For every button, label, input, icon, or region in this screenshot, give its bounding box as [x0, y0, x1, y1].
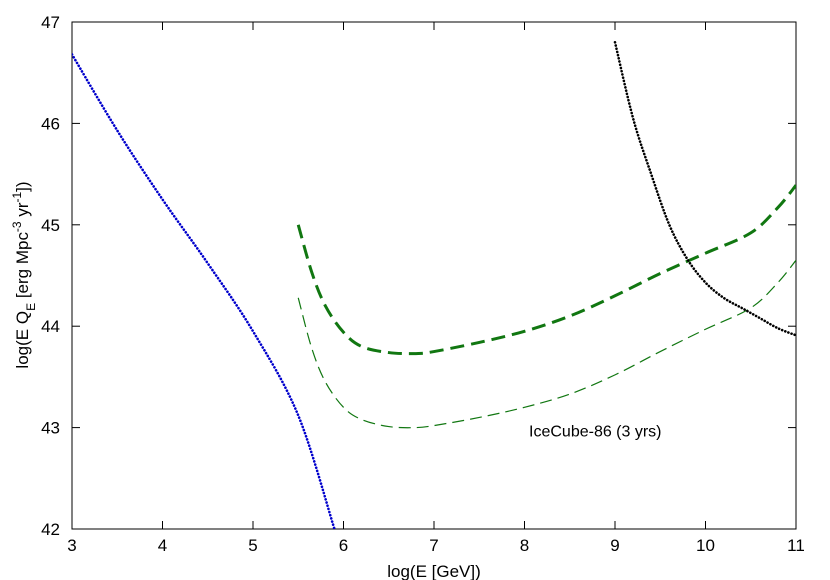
y-label-pre: log(E Q	[13, 311, 32, 369]
x-tick-label: 6	[339, 536, 348, 555]
series-line-3	[297, 259, 796, 429]
x-tick-label: 3	[67, 536, 76, 555]
x-tick-label: 5	[248, 536, 257, 555]
x-tick-label: 11	[787, 536, 805, 555]
y-label-sup1: -3	[10, 221, 24, 232]
y-tick-label: 43	[41, 419, 60, 438]
series-line-2	[296, 184, 796, 356]
annotation-icecube: IceCube-86 (3 yrs)	[529, 424, 662, 441]
y-label-mid1: [erg Mpc	[13, 232, 32, 303]
series-layer	[72, 40, 796, 529]
y-label-post: ])	[13, 181, 32, 191]
y-label-mid2: yr	[13, 202, 32, 221]
y-axis-label: log(E QE [erg Mpc-3 yr-1])	[10, 181, 38, 368]
y-tick-label: 42	[41, 520, 60, 539]
y-tick-label: 45	[41, 216, 60, 235]
x-tick-label: 4	[158, 536, 167, 555]
y-label-sup2: -1	[10, 191, 24, 202]
y-tick-label: 47	[41, 13, 60, 32]
plot-frame	[71, 21, 797, 530]
series-line-4	[613, 40, 796, 337]
x-tick-label: 7	[429, 536, 438, 555]
x-tick-label: 9	[610, 536, 619, 555]
y-label-sub: E	[24, 303, 38, 311]
x-tick-label: 8	[520, 536, 529, 555]
y-tick-label: 46	[41, 114, 60, 133]
series-line-1	[72, 53, 336, 529]
x-tick-label: 10	[696, 536, 715, 555]
y-tick-label: 44	[41, 317, 60, 336]
x-axis-label: log(E [GeV])	[387, 562, 481, 580]
